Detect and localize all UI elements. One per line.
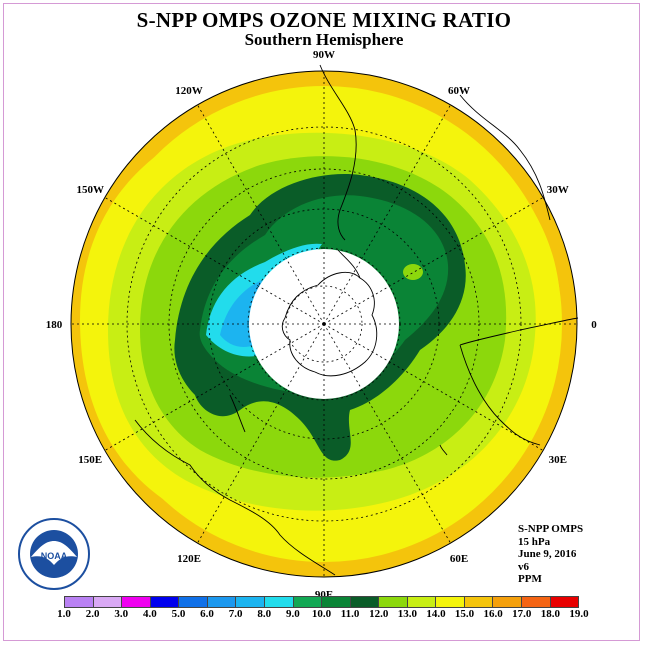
meridian-line: [197, 104, 325, 325]
legend-swatch: [436, 597, 465, 607]
map-border: [70, 70, 578, 578]
antarctic-peninsula: [337, 249, 361, 279]
longitude-label: 0: [591, 319, 597, 331]
map-subtitle: Southern Hemisphere: [244, 30, 404, 49]
legend-swatch: [93, 597, 123, 607]
legend-swatch: [550, 597, 579, 607]
meridian-line: [323, 104, 451, 325]
south-america-coast: [319, 64, 357, 241]
australia-nz-coast: [134, 419, 336, 576]
longitude-label: 150E: [78, 454, 102, 466]
legend-swatch: [379, 597, 408, 607]
longitude-label: 60W: [448, 85, 470, 97]
info-version: v6: [518, 560, 529, 573]
legend-tick-label: 8.0: [257, 608, 272, 620]
legend-tick-label: 18.0: [540, 608, 560, 620]
noaa-logo-text: NOAA: [41, 551, 68, 561]
legend-tick-label: 19.0: [569, 608, 589, 620]
map-info: S-NPP OMPS 15 hPa June 9, 2016 v6 PPM: [518, 523, 583, 586]
legend-tick-label: 5.0: [171, 608, 186, 620]
legend-swatch: [464, 597, 494, 607]
legend-tick-label: 13.0: [397, 608, 417, 620]
legend-tick-label: 3.0: [114, 608, 129, 620]
legend-swatch: [150, 597, 180, 607]
info-instrument: S-NPP OMPS: [518, 523, 584, 535]
legend-swatch: [264, 597, 294, 607]
south-pole-marker: [322, 322, 326, 326]
legend-swatch: [493, 597, 522, 607]
ozone-patch-12: [403, 264, 423, 280]
longitude-label: 30W: [547, 184, 569, 196]
longitude-label: 150W: [76, 184, 104, 196]
longitude-label: 180: [46, 319, 63, 331]
legend-tick-label: 11.0: [340, 608, 360, 620]
noaa-bird-icon: [31, 541, 77, 565]
meridian-line: [323, 323, 451, 544]
legend-swatch: [322, 597, 351, 607]
info-units: PPM: [518, 573, 542, 586]
info-date: June 9, 2016: [518, 548, 577, 561]
map-title: S-NPP OMPS OZONE MIXING RATIO: [136, 8, 512, 32]
legend-tick-label: 6.0: [200, 608, 214, 620]
legend-swatch: [407, 597, 437, 607]
legend-swatch: [122, 597, 151, 607]
info-level: 15 hPa: [518, 535, 551, 548]
legend-tick-label: 9.0: [286, 608, 300, 620]
legend-tick-label: 1.0: [57, 608, 71, 620]
legend-tick-label: 17.0: [512, 608, 532, 620]
legend-tick-label: 14.0: [426, 608, 446, 620]
legend-tick-label: 7.0: [228, 608, 243, 620]
legend-tick-label: 4.0: [142, 608, 157, 620]
legend-swatch: [236, 597, 265, 607]
page-frame: [3, 3, 640, 641]
meridian-line: [197, 323, 325, 544]
meridian-line: [323, 323, 544, 451]
meridian-line: [104, 197, 325, 325]
longitude-label: 120E: [177, 553, 201, 565]
legend-tick-label: 16.0: [483, 608, 503, 620]
legend-tick-label: 15.0: [454, 608, 475, 620]
legend-swatch: [207, 597, 237, 607]
meridian-line: [323, 197, 544, 325]
longitude-label: 30E: [549, 454, 567, 466]
longitude-label: 90W: [313, 49, 335, 61]
legend-tick-label: 2.0: [85, 608, 100, 620]
color-scale-bar: [64, 596, 579, 608]
nz-south-island: [229, 394, 246, 433]
antarctica-coast: [281, 271, 378, 377]
noaa-logo: NOAA: [18, 518, 90, 590]
legend-swatch: [65, 597, 94, 607]
legend-tick-label: 12.0: [369, 608, 389, 620]
legend-swatch: [293, 597, 323, 607]
longitude-label: 60E: [450, 553, 468, 565]
legend-tick-label: 10.0: [311, 608, 332, 620]
africa-coast: [459, 317, 579, 446]
legend-swatch: [522, 597, 551, 607]
meridian-line: [104, 323, 325, 451]
color-scale-ticks: 1.0 2.0 3.0 4.0 5.0 6.0 7.0 8.0 9.0 10.0 11.0 12.0 1…: [0, 608, 648, 622]
longitude-label: 120W: [175, 85, 203, 97]
kerguelen: [439, 444, 448, 456]
meridian-lines: [71, 71, 577, 577]
legend-swatch: [350, 597, 380, 607]
legend-swatch: [179, 597, 208, 607]
